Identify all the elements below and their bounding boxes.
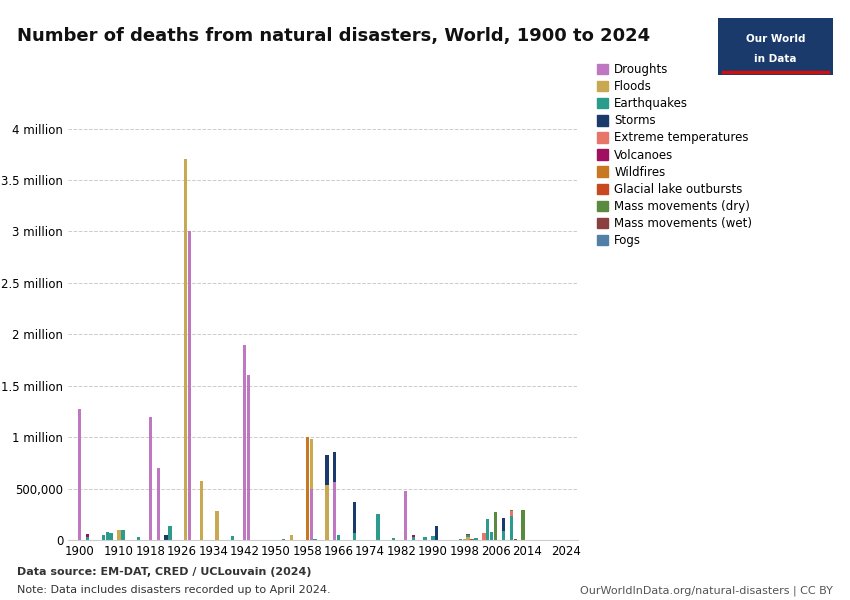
Bar [156,468,160,540]
Bar [337,535,340,540]
Bar [200,481,203,540]
Text: Note: Data includes disasters recorded up to April 2024.: Note: Data includes disasters recorded u… [17,585,331,595]
Bar [474,538,478,540]
Bar [243,344,246,540]
Text: in Data: in Data [755,54,796,64]
Bar [290,535,293,540]
Bar [86,535,89,538]
Bar [502,518,505,531]
Bar [482,533,485,540]
Bar [149,416,152,540]
Bar [486,520,490,540]
Text: Data source: EM-DAT, CRED / UCLouvain (2024): Data source: EM-DAT, CRED / UCLouvain (2… [17,567,311,577]
Bar [306,437,309,540]
Bar [333,452,337,482]
Bar [467,535,470,537]
Bar [122,530,125,540]
Bar [110,533,113,540]
Bar [231,536,235,540]
Text: Number of deaths from natural disasters, World, 1900 to 2024: Number of deaths from natural disasters,… [17,27,650,45]
Bar [392,538,395,540]
Bar [459,539,462,540]
Bar [105,532,109,540]
Bar [510,511,513,517]
Bar [411,535,415,538]
Bar [102,535,105,540]
Bar [86,538,89,540]
Bar [314,539,317,540]
Bar [168,526,172,540]
Bar [78,409,82,540]
Text: Our World: Our World [746,34,805,44]
Bar [309,488,313,540]
Bar [467,537,470,540]
Bar [333,482,337,540]
Bar [282,539,286,540]
Bar [404,491,407,540]
Bar [490,532,493,540]
Bar [377,514,380,540]
Bar [494,512,497,540]
Bar [435,526,439,540]
Bar [326,485,329,540]
Bar [117,530,121,540]
Legend: Droughts, Floods, Earthquakes, Storms, Extreme temperatures, Volcanoes, Wildfire: Droughts, Floods, Earthquakes, Storms, E… [597,63,752,247]
Bar [184,160,187,540]
Bar [137,537,140,540]
Bar [423,538,427,540]
Bar [521,510,524,540]
Bar [353,502,356,533]
Bar [462,539,466,540]
Bar [411,538,415,540]
Bar [510,517,513,540]
Text: OurWorldInData.org/natural-disasters | CC BY: OurWorldInData.org/natural-disasters | C… [580,585,833,595]
Bar [188,232,191,540]
Bar [502,531,505,540]
Bar [164,535,167,540]
Bar [353,533,356,540]
Bar [326,455,329,485]
Bar [309,439,313,488]
Bar [431,536,434,540]
Bar [246,376,250,540]
Bar [215,511,218,540]
